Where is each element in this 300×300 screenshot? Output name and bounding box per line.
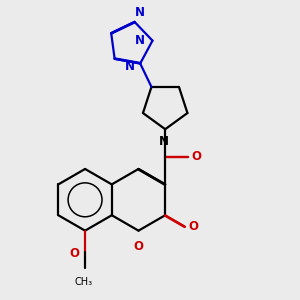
Text: N: N xyxy=(135,6,145,19)
Text: N: N xyxy=(135,34,146,47)
Text: O: O xyxy=(69,247,79,260)
Text: CH₃: CH₃ xyxy=(74,277,92,287)
Text: O: O xyxy=(191,150,201,163)
Text: N: N xyxy=(159,135,169,148)
Text: N: N xyxy=(125,60,135,73)
Text: O: O xyxy=(134,240,143,253)
Text: O: O xyxy=(189,220,199,233)
